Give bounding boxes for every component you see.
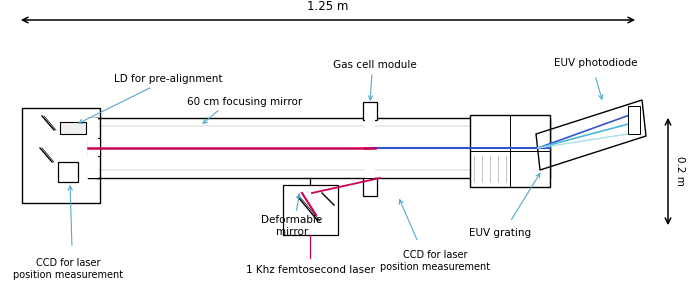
Text: 1.25 m: 1.25 m: [307, 0, 349, 13]
Bar: [88, 118, 98, 178]
Text: 1 Khz femtosecond laser: 1 Khz femtosecond laser: [245, 265, 375, 275]
Bar: [88, 138, 100, 156]
Text: EUV grating: EUV grating: [469, 228, 531, 238]
Bar: [363, 102, 377, 120]
Bar: [363, 178, 377, 196]
Bar: [60, 122, 86, 134]
Bar: [366, 191, 374, 196]
Bar: [366, 178, 374, 191]
Text: Deformable
mirror: Deformable mirror: [261, 215, 323, 237]
Bar: [628, 106, 640, 134]
Text: CCD for laser
position measurement: CCD for laser position measurement: [380, 250, 490, 272]
Text: EUV photodiode: EUV photodiode: [554, 58, 638, 68]
Bar: [58, 162, 78, 182]
Text: LD for pre-alignment: LD for pre-alignment: [79, 74, 223, 123]
Text: 60 cm focusing mirror: 60 cm focusing mirror: [187, 97, 303, 107]
Bar: [22, 108, 100, 203]
Bar: [283, 185, 338, 235]
Bar: [365, 118, 375, 178]
Text: CCD for laser
position measurement: CCD for laser position measurement: [13, 258, 123, 280]
Bar: [470, 115, 550, 187]
Bar: [366, 107, 374, 120]
Text: 0.2 m: 0.2 m: [675, 156, 685, 186]
Bar: [95, 118, 550, 178]
Text: Gas cell module: Gas cell module: [333, 60, 417, 70]
Bar: [366, 102, 374, 107]
